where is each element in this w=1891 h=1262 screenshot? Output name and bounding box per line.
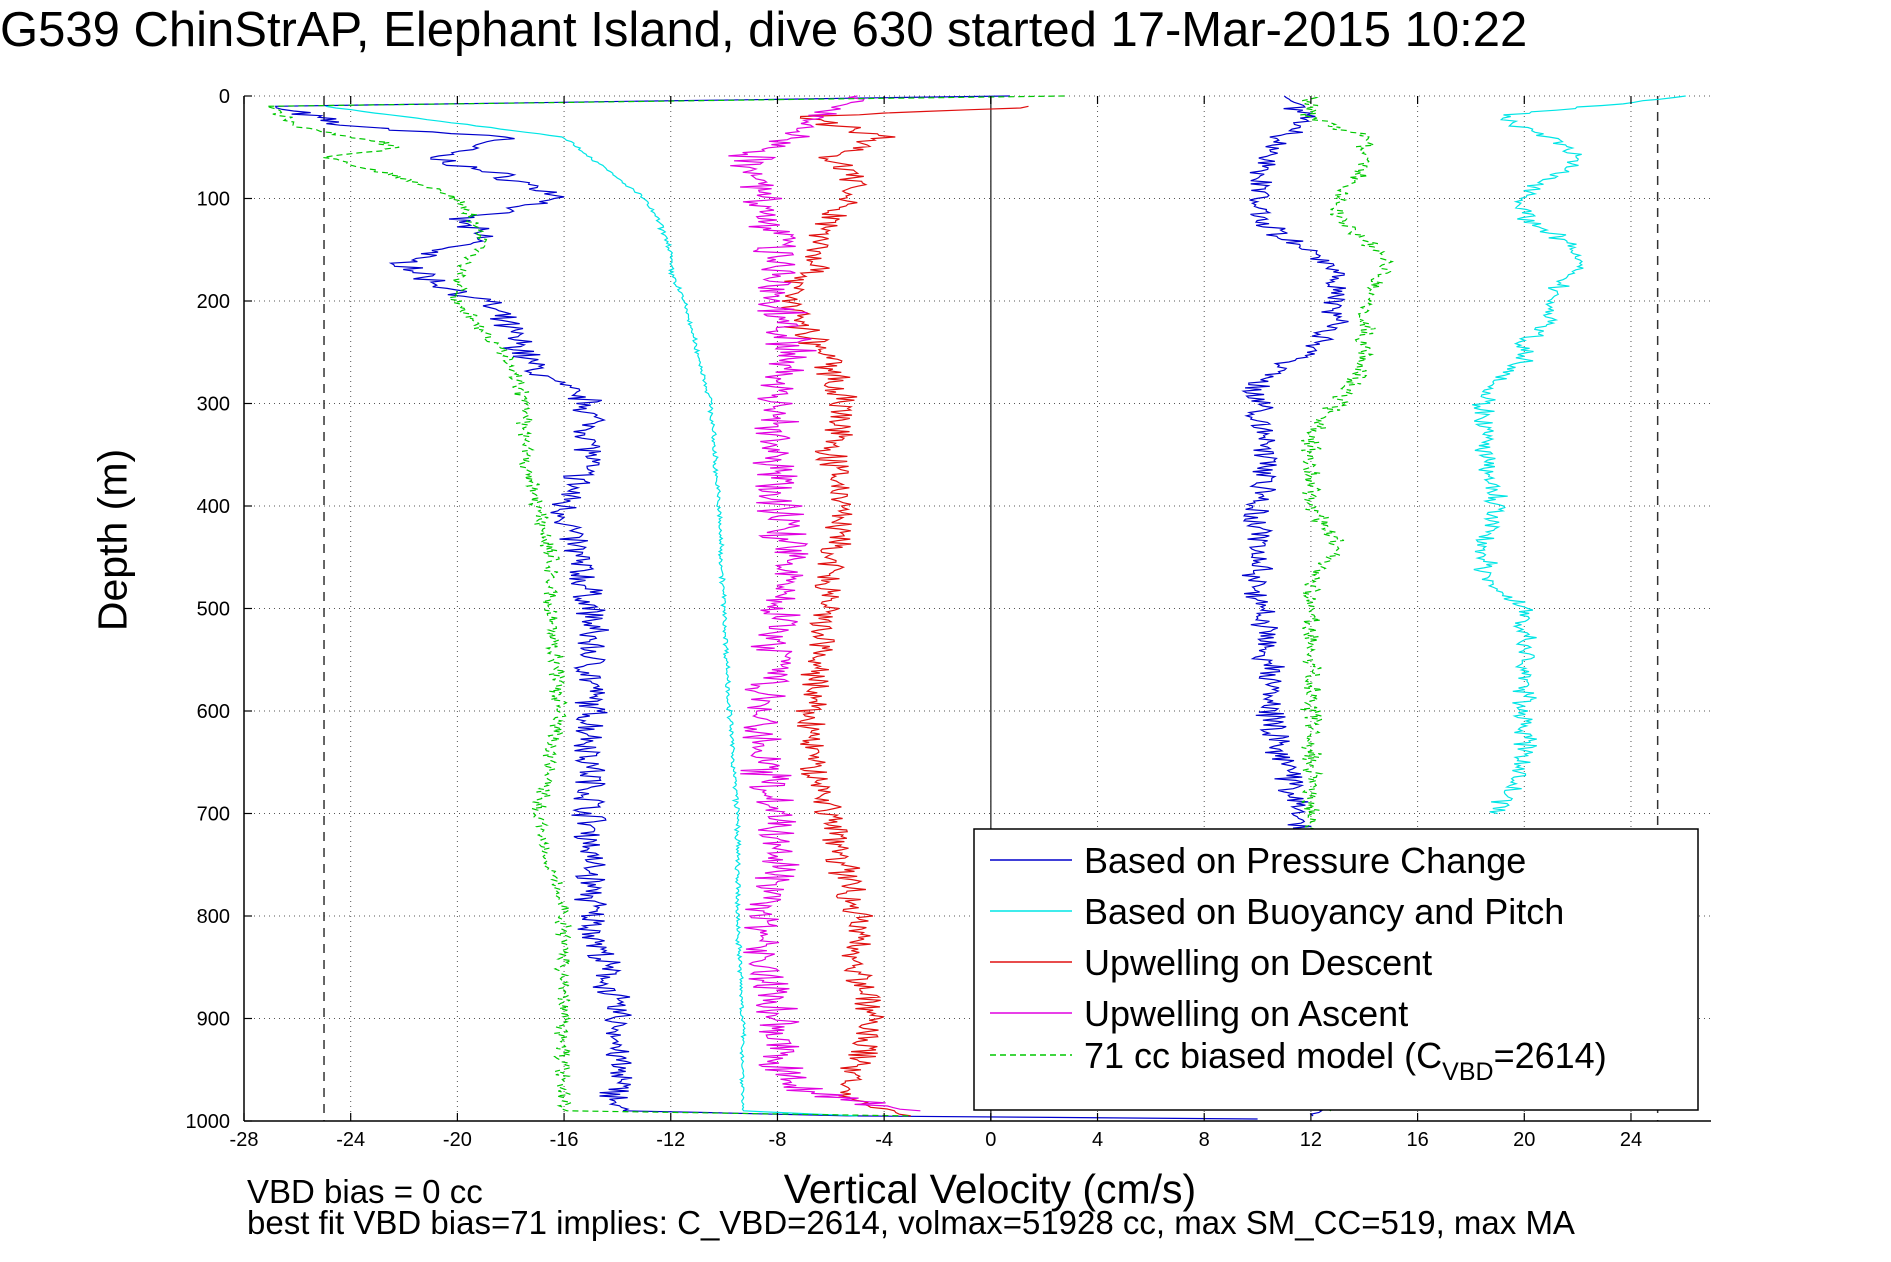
y-tick-label: 900 <box>197 1009 230 1031</box>
x-tick-label: 20 <box>1513 1129 1535 1151</box>
legend-label-2: Upwelling on Descent <box>1084 942 1432 983</box>
vbd-bias-note: VBD bias = 0 cc <box>247 1173 483 1210</box>
y-tick-label: 700 <box>197 804 230 826</box>
series-line-0 <box>274 95 1258 1120</box>
y-tick-label: 800 <box>197 906 230 928</box>
x-tick-label: 0 <box>985 1129 996 1151</box>
series-line-3 <box>1472 95 1686 815</box>
x-tick-label: -16 <box>550 1129 579 1151</box>
y-tick-label: 0 <box>219 86 230 108</box>
y-tick-label: 400 <box>197 496 230 518</box>
series-line-7 <box>1299 95 1395 1112</box>
x-tick-label: 16 <box>1406 1129 1428 1151</box>
y-tick-label: 600 <box>197 701 230 723</box>
x-axis-label: Vertical Velocity (cm/s) <box>783 1166 1197 1212</box>
x-tick-label: -4 <box>875 1129 893 1151</box>
series-line-5 <box>728 95 921 1112</box>
legend-label-0: Based on Pressure Change <box>1084 840 1526 881</box>
y-tick-label: 200 <box>197 291 230 313</box>
x-tick-label: -8 <box>769 1129 787 1151</box>
best-fit-note: best fit VBD bias=71 implies: C_VBD=2614… <box>247 1204 1575 1241</box>
series-line-4 <box>780 105 1029 1117</box>
legend: Based on Pressure Change Based on Buoyanc… <box>973 828 1699 1111</box>
series-line-2 <box>325 105 858 1117</box>
x-tick-label: -24 <box>336 1129 365 1151</box>
x-tick-label: 4 <box>1092 1129 1103 1151</box>
legend-label-1: Based on Buoyancy and Pitch <box>1084 891 1564 932</box>
y-tick-label: 1000 <box>186 1111 231 1133</box>
y-tick-label: 100 <box>197 189 230 211</box>
x-tick-label: 12 <box>1300 1129 1322 1151</box>
x-tick-label: -28 <box>230 1129 259 1151</box>
axes: -28 -24 -20 -16 -12 -8 -4 0 4 8 12 16 20 24 0 100 200 300… <box>186 86 1711 1151</box>
x-tick-label: 24 <box>1620 1129 1642 1151</box>
y-tick-label: 300 <box>197 394 230 416</box>
chart-title: G539 ChinStrAP, Elephant Island, dive 63… <box>0 3 1528 57</box>
grid <box>243 95 1711 1122</box>
y-tick-label: 500 <box>197 599 230 621</box>
x-tick-label: -20 <box>443 1129 472 1151</box>
legend-box <box>973 828 1699 1111</box>
x-tick-label: -12 <box>656 1129 685 1151</box>
legend-label-3: Upwelling on Ascent <box>1084 993 1408 1034</box>
series-line-6 <box>266 95 1065 1117</box>
x-tick-label: 8 <box>1199 1129 1210 1151</box>
